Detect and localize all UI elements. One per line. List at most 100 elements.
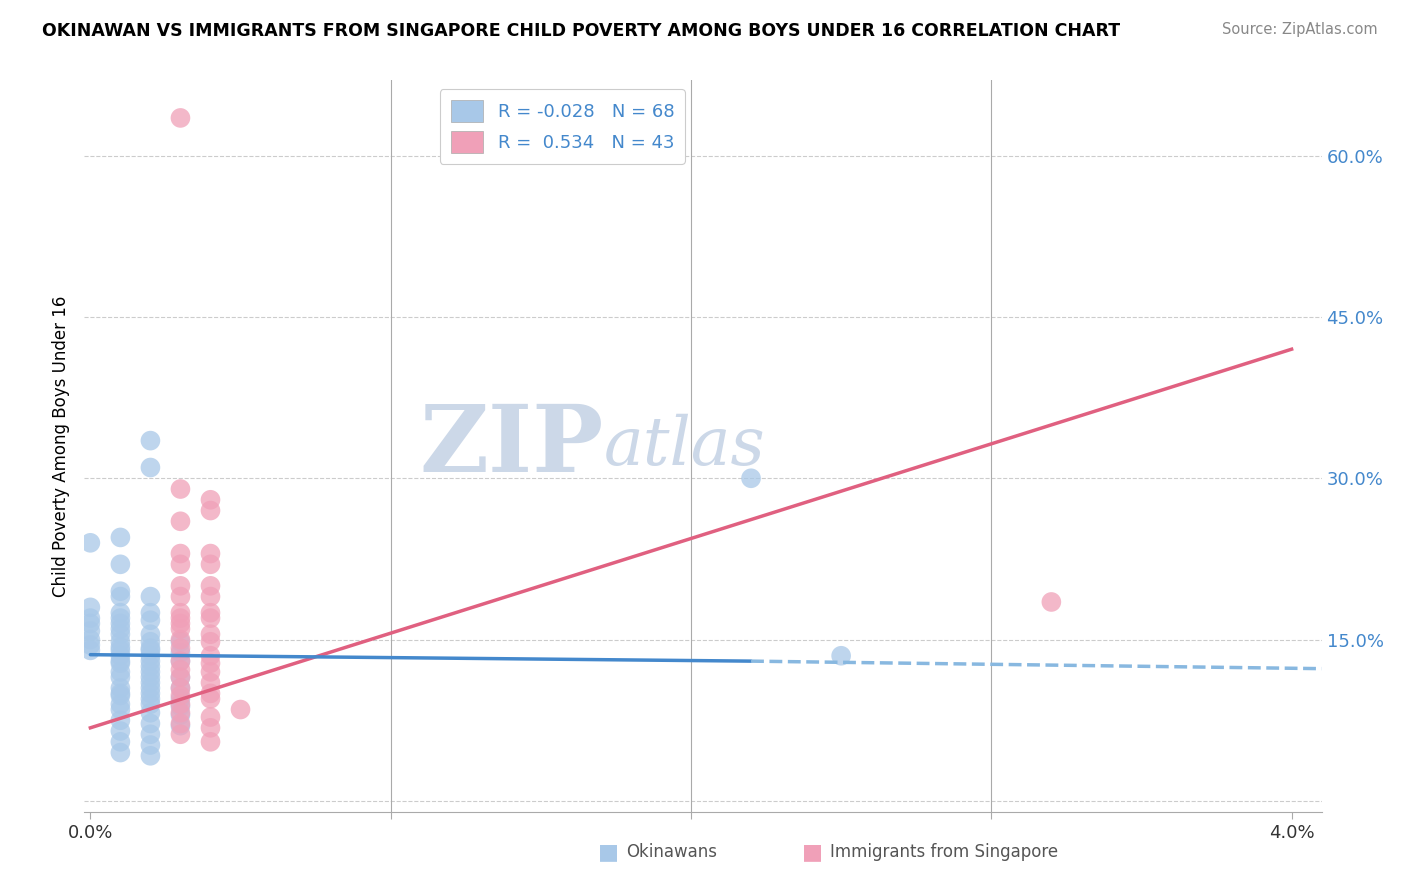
Point xyxy=(200,675,222,690)
Point xyxy=(200,665,222,679)
Point xyxy=(200,648,222,663)
Point xyxy=(200,657,222,671)
Point xyxy=(110,689,132,703)
Point xyxy=(139,738,162,752)
Point xyxy=(200,735,222,749)
Point xyxy=(110,584,132,599)
Point xyxy=(110,735,132,749)
Point xyxy=(169,646,191,660)
Point xyxy=(139,686,162,700)
Text: Okinawans: Okinawans xyxy=(626,843,717,861)
Point xyxy=(169,590,191,604)
Point xyxy=(169,547,191,561)
Point xyxy=(139,434,162,448)
Point xyxy=(139,748,162,763)
Point xyxy=(830,648,852,663)
Point xyxy=(110,634,132,648)
Point xyxy=(139,641,162,656)
Text: ■: ■ xyxy=(801,842,823,862)
Point xyxy=(169,719,191,733)
Point xyxy=(110,622,132,636)
Point xyxy=(200,721,222,735)
Point xyxy=(139,727,162,741)
Point xyxy=(139,691,162,706)
Point xyxy=(200,579,222,593)
Point xyxy=(200,590,222,604)
Point xyxy=(169,514,191,528)
Point xyxy=(79,611,101,625)
Point xyxy=(169,681,191,695)
Point xyxy=(200,606,222,620)
Point xyxy=(169,697,191,711)
Point xyxy=(139,659,162,673)
Point xyxy=(110,657,132,671)
Point xyxy=(110,724,132,739)
Point xyxy=(139,665,162,679)
Point xyxy=(139,643,162,657)
Point xyxy=(79,616,101,631)
Point xyxy=(110,681,132,695)
Point xyxy=(169,727,191,741)
Point xyxy=(200,691,222,706)
Point xyxy=(110,616,132,631)
Point xyxy=(169,579,191,593)
Point xyxy=(169,641,191,656)
Y-axis label: Child Poverty Among Boys Under 16: Child Poverty Among Boys Under 16 xyxy=(52,295,70,597)
Point xyxy=(139,634,162,648)
Text: ZIP: ZIP xyxy=(420,401,605,491)
Point xyxy=(139,590,162,604)
Point xyxy=(169,558,191,572)
Legend: R = -0.028   N = 68, R =  0.534   N = 43: R = -0.028 N = 68, R = 0.534 N = 43 xyxy=(440,89,685,164)
Point xyxy=(139,681,162,695)
Point xyxy=(169,654,191,668)
Text: OKINAWAN VS IMMIGRANTS FROM SINGAPORE CHILD POVERTY AMONG BOYS UNDER 16 CORRELAT: OKINAWAN VS IMMIGRANTS FROM SINGAPORE CH… xyxy=(42,22,1121,40)
Point xyxy=(79,600,101,615)
Point xyxy=(79,643,101,657)
Point xyxy=(169,691,191,706)
Point xyxy=(200,710,222,724)
Text: atlas: atlas xyxy=(605,413,766,479)
Point xyxy=(200,611,222,625)
Point xyxy=(169,670,191,684)
Point xyxy=(169,111,191,125)
Point xyxy=(110,606,132,620)
Point xyxy=(139,675,162,690)
Point xyxy=(200,547,222,561)
Point xyxy=(139,460,162,475)
Point xyxy=(110,648,132,663)
Point xyxy=(110,643,132,657)
Point xyxy=(169,611,191,625)
Point xyxy=(139,606,162,620)
Point xyxy=(110,746,132,760)
Point xyxy=(169,689,191,703)
Point xyxy=(110,670,132,684)
Point xyxy=(200,627,222,641)
Text: Immigrants from Singapore: Immigrants from Singapore xyxy=(830,843,1057,861)
Point xyxy=(229,702,252,716)
Point xyxy=(200,492,222,507)
Point xyxy=(740,471,762,485)
Text: ■: ■ xyxy=(598,842,619,862)
Point xyxy=(110,590,132,604)
Point xyxy=(110,627,132,641)
Point xyxy=(1040,595,1063,609)
Point xyxy=(169,681,191,695)
Point xyxy=(200,503,222,517)
Point xyxy=(110,611,132,625)
Point xyxy=(110,714,132,728)
Point xyxy=(169,670,191,684)
Point xyxy=(139,654,162,668)
Point xyxy=(79,624,101,638)
Point xyxy=(110,558,132,572)
Point xyxy=(200,686,222,700)
Point xyxy=(169,634,191,648)
Point xyxy=(110,530,132,544)
Point xyxy=(79,632,101,647)
Point xyxy=(139,706,162,720)
Point xyxy=(110,697,132,711)
Point xyxy=(169,632,191,647)
Point xyxy=(110,640,132,655)
Point xyxy=(169,616,191,631)
Point xyxy=(169,663,191,677)
Point xyxy=(200,634,222,648)
